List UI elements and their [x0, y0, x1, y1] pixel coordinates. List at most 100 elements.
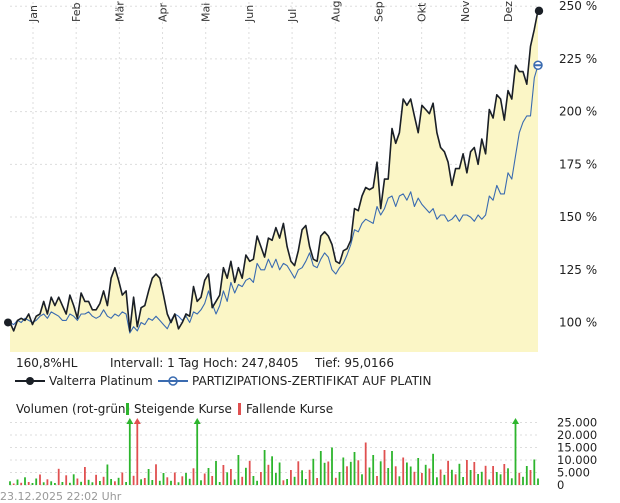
volume-bar	[106, 464, 109, 485]
volume-down-label: Fallende Kurse	[246, 402, 334, 416]
volume-bar	[466, 460, 468, 485]
volume-bar	[117, 477, 120, 486]
volume-bar	[406, 462, 408, 485]
volume-bar	[342, 457, 345, 485]
volume-bar	[136, 422, 139, 485]
volume-bar	[170, 480, 172, 486]
volume-bar	[522, 476, 524, 486]
volume-bar	[331, 447, 333, 485]
volume-clip-marker	[126, 418, 134, 424]
volume-bar	[147, 469, 150, 485]
x-tick-label: Aug	[329, 1, 342, 22]
volume-bar	[432, 453, 434, 486]
volume-bar	[125, 482, 127, 485]
volume-bar	[181, 476, 184, 486]
x-tick-label: Mai	[200, 3, 213, 22]
volume-bar	[110, 479, 112, 485]
volume-down-swatch	[238, 403, 241, 415]
volume-bar	[443, 474, 446, 486]
volume-bar	[334, 477, 337, 486]
volume-bar	[24, 477, 26, 486]
volume-bar	[241, 476, 244, 486]
volume-bar	[379, 461, 382, 486]
x-tick-label: Mär	[113, 1, 126, 22]
y-tick-label: 150 %	[559, 210, 597, 224]
volume-bar	[95, 474, 97, 486]
volume-bar	[215, 461, 217, 485]
volume-tick-label: 10.000	[557, 453, 597, 467]
volume-bar	[282, 480, 285, 486]
volume-bar	[267, 464, 270, 486]
volume-bar	[91, 482, 94, 486]
volume-title: Volumen (rot-grün)	[16, 402, 131, 416]
end-marker-valterra	[534, 6, 544, 16]
volume-bar	[31, 483, 34, 485]
volume-bar	[473, 462, 476, 485]
volume-bar	[27, 482, 30, 485]
x-tick-label: Jun	[243, 5, 256, 23]
volume-bar	[158, 480, 161, 486]
volume-bar	[140, 479, 142, 486]
volume-bar	[533, 459, 536, 485]
volume-up-swatch	[126, 403, 129, 415]
volume-bar	[248, 460, 251, 486]
x-tick-label: Okt	[416, 2, 429, 22]
volume-bar	[16, 479, 19, 485]
volume-bar	[391, 451, 393, 485]
volume-bar	[327, 461, 330, 485]
volume-bar	[492, 466, 494, 485]
volume-bar	[402, 457, 405, 485]
volume-bar	[69, 482, 71, 486]
volume-bar	[99, 481, 101, 485]
volume-bar	[301, 470, 303, 486]
volume-bar	[413, 471, 416, 486]
volume-bar	[192, 468, 195, 486]
volume-clip-marker	[133, 418, 141, 424]
volume-bar	[308, 469, 311, 486]
volume-bar	[151, 480, 154, 485]
volume-bar	[207, 468, 210, 485]
volume-tick-label: 20.000	[557, 428, 597, 442]
volume-bar	[226, 472, 229, 486]
volume-bar	[200, 480, 202, 486]
volume-bar	[421, 473, 423, 485]
volume-grid	[10, 422, 538, 486]
volume-bar	[256, 480, 258, 486]
volume-bar	[102, 476, 105, 486]
volume-bar	[469, 470, 472, 485]
volume-bar	[319, 451, 322, 485]
volume-bar	[57, 468, 60, 486]
volume-bar	[304, 479, 307, 485]
volume-bar	[499, 474, 502, 486]
volume-bar	[84, 467, 86, 485]
volume-bar	[166, 477, 169, 486]
volume-bar	[128, 422, 131, 485]
volume-bar	[529, 470, 532, 485]
volume-bar	[477, 474, 479, 485]
volume-bar	[510, 478, 513, 486]
volume-bar	[361, 474, 363, 486]
volume-bar	[424, 464, 427, 486]
volume-bar	[143, 478, 146, 485]
volume-bar	[372, 455, 375, 485]
legend-swatch-valterra	[15, 377, 45, 385]
volume-bar	[495, 472, 498, 485]
volume-bar	[488, 479, 491, 485]
series-line-valterra	[9, 10, 539, 332]
y-tick-label: 250 %	[559, 0, 597, 13]
volume-bar	[409, 466, 412, 485]
start-marker-valterra	[4, 318, 12, 327]
x-tick-label: Jan	[27, 5, 40, 23]
volume-bar	[290, 470, 292, 485]
volume-tick-label: 0	[557, 478, 564, 492]
volume-bar	[346, 466, 348, 486]
volume-bar	[507, 468, 509, 486]
x-tick-label: Apr	[157, 2, 170, 22]
volume-bar	[462, 477, 464, 485]
x-tick-label: Nov	[459, 0, 472, 22]
volume-bar	[458, 463, 461, 486]
volume-bar	[263, 450, 266, 485]
interval-readout: Intervall: 1 Tag	[110, 356, 199, 370]
x-tick-label: Sep	[372, 1, 385, 22]
volume-bar	[237, 455, 240, 485]
